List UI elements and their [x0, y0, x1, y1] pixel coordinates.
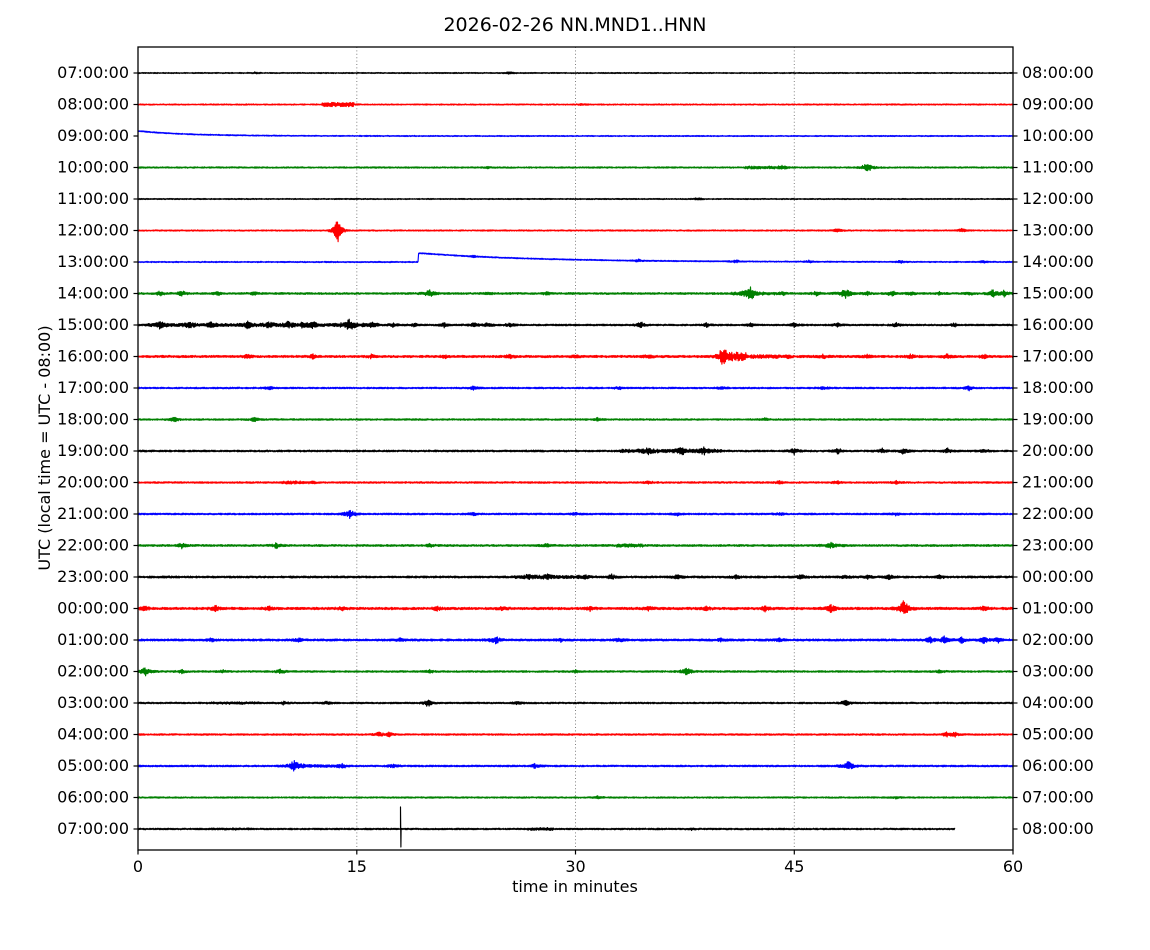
local-time-label: 23:00:00: [1022, 536, 1094, 555]
trace-rows: [137, 71, 1014, 848]
x-tick-label: 30: [565, 857, 585, 876]
local-time-label: 07:00:00: [1022, 788, 1094, 807]
local-time-label: 00:00:00: [1022, 567, 1094, 586]
local-time-label: 13:00:00: [1022, 221, 1094, 240]
local-time-label: 18:00:00: [1022, 378, 1094, 397]
utc-time-label: 14:00:00: [57, 284, 129, 303]
trace-row-130000: [137, 252, 1014, 264]
utc-time-label: 03:00:00: [57, 693, 129, 712]
trace-row-050000: [137, 760, 1014, 772]
trace-row-210000: [137, 509, 1014, 519]
trace-row-230000: [137, 573, 1014, 581]
local-time-label: 17:00:00: [1022, 347, 1094, 366]
trace-row-140000: [137, 286, 1014, 300]
local-time-label: 08:00:00: [1022, 819, 1094, 838]
local-time-label: 01:00:00: [1022, 599, 1094, 618]
trace-row-090000: [137, 130, 1014, 138]
x-tick-label: 15: [347, 857, 367, 876]
utc-time-label: 02:00:00: [57, 662, 129, 681]
utc-time-label: 11:00:00: [57, 189, 129, 208]
utc-time-label: 18:00:00: [57, 410, 129, 429]
trace-row-170000: [137, 385, 1014, 392]
utc-time-label: 17:00:00: [57, 378, 129, 397]
utc-time-label: 04:00:00: [57, 725, 129, 744]
plot-title: 2026-02-26 NN.MND1..HNN: [443, 14, 706, 36]
utc-time-label: 20:00:00: [57, 473, 129, 492]
utc-time-label: 12:00:00: [57, 221, 129, 240]
local-time-label: 21:00:00: [1022, 473, 1094, 492]
trace-row-100000: [137, 164, 1014, 172]
trace-row-220000: [137, 541, 1014, 550]
local-time-label: 08:00:00: [1022, 63, 1094, 82]
local-time-label: 04:00:00: [1022, 693, 1094, 712]
utc-time-label: 01:00:00: [57, 630, 129, 649]
trace-row-080000: [137, 101, 1014, 108]
local-time-label: 05:00:00: [1022, 725, 1094, 744]
trace-row-120000: [137, 221, 1014, 243]
utc-time-label: 09:00:00: [57, 126, 129, 145]
trace-row-160000: [137, 349, 1014, 365]
local-time-label: 20:00:00: [1022, 441, 1094, 460]
utc-time-label: 22:00:00: [57, 536, 129, 555]
utc-time-label: 07:00:00: [57, 63, 129, 82]
utc-time-label: 19:00:00: [57, 441, 129, 460]
trace-row-010000: [137, 635, 1014, 645]
local-time-label: 16:00:00: [1022, 315, 1094, 334]
local-time-label: 06:00:00: [1022, 756, 1094, 775]
tick-marks: [133, 72, 1018, 855]
trace-row-060000: [137, 795, 1014, 800]
local-time-label: 14:00:00: [1022, 252, 1094, 271]
trace-row-200000: [137, 479, 1014, 485]
local-time-label: 10:00:00: [1022, 126, 1094, 145]
utc-time-label: 21:00:00: [57, 504, 129, 523]
local-time-label: 15:00:00: [1022, 284, 1094, 303]
local-time-label: 11:00:00: [1022, 158, 1094, 177]
trace-row-190000: [137, 446, 1014, 456]
utc-time-label: 23:00:00: [57, 567, 129, 586]
local-time-label: 09:00:00: [1022, 95, 1094, 114]
x-tick-label: 60: [1003, 857, 1023, 876]
trace-row-070000: [137, 71, 1014, 75]
local-time-label: 22:00:00: [1022, 504, 1094, 523]
y-axis-label: UTC (local time = UTC - 08:00): [35, 325, 54, 570]
trace-row-030000: [137, 699, 1014, 707]
x-tick-label: 0: [133, 857, 143, 876]
local-time-label: 03:00:00: [1022, 662, 1094, 681]
local-time-label: 02:00:00: [1022, 630, 1094, 649]
utc-time-label: 15:00:00: [57, 315, 129, 334]
utc-time-label: 05:00:00: [57, 756, 129, 775]
trace-row-040000: [137, 731, 1014, 738]
trace-row-150000: [137, 318, 1014, 330]
utc-time-label: 06:00:00: [57, 788, 129, 807]
local-time-label: 12:00:00: [1022, 189, 1094, 208]
utc-time-label: 16:00:00: [57, 347, 129, 366]
trace-row-180000: [137, 416, 1014, 423]
tick-labels: 0 15 30 45 60 07:00:00 08:00:00 08:00:00 09:00:0…: [57, 63, 1094, 876]
x-axis-label: time in minutes: [512, 877, 638, 896]
trace-row-070000: [137, 806, 956, 848]
trace-row-000000: [137, 600, 1014, 614]
utc-time-label: 00:00:00: [57, 599, 129, 618]
utc-time-label: 07:00:00: [57, 819, 129, 838]
utc-time-label: 10:00:00: [57, 158, 129, 177]
local-time-label: 19:00:00: [1022, 410, 1094, 429]
utc-time-label: 13:00:00: [57, 252, 129, 271]
utc-time-label: 08:00:00: [57, 95, 129, 114]
trace-row-110000: [137, 197, 1014, 201]
x-tick-label: 45: [784, 857, 804, 876]
trace-row-020000: [137, 667, 1014, 677]
